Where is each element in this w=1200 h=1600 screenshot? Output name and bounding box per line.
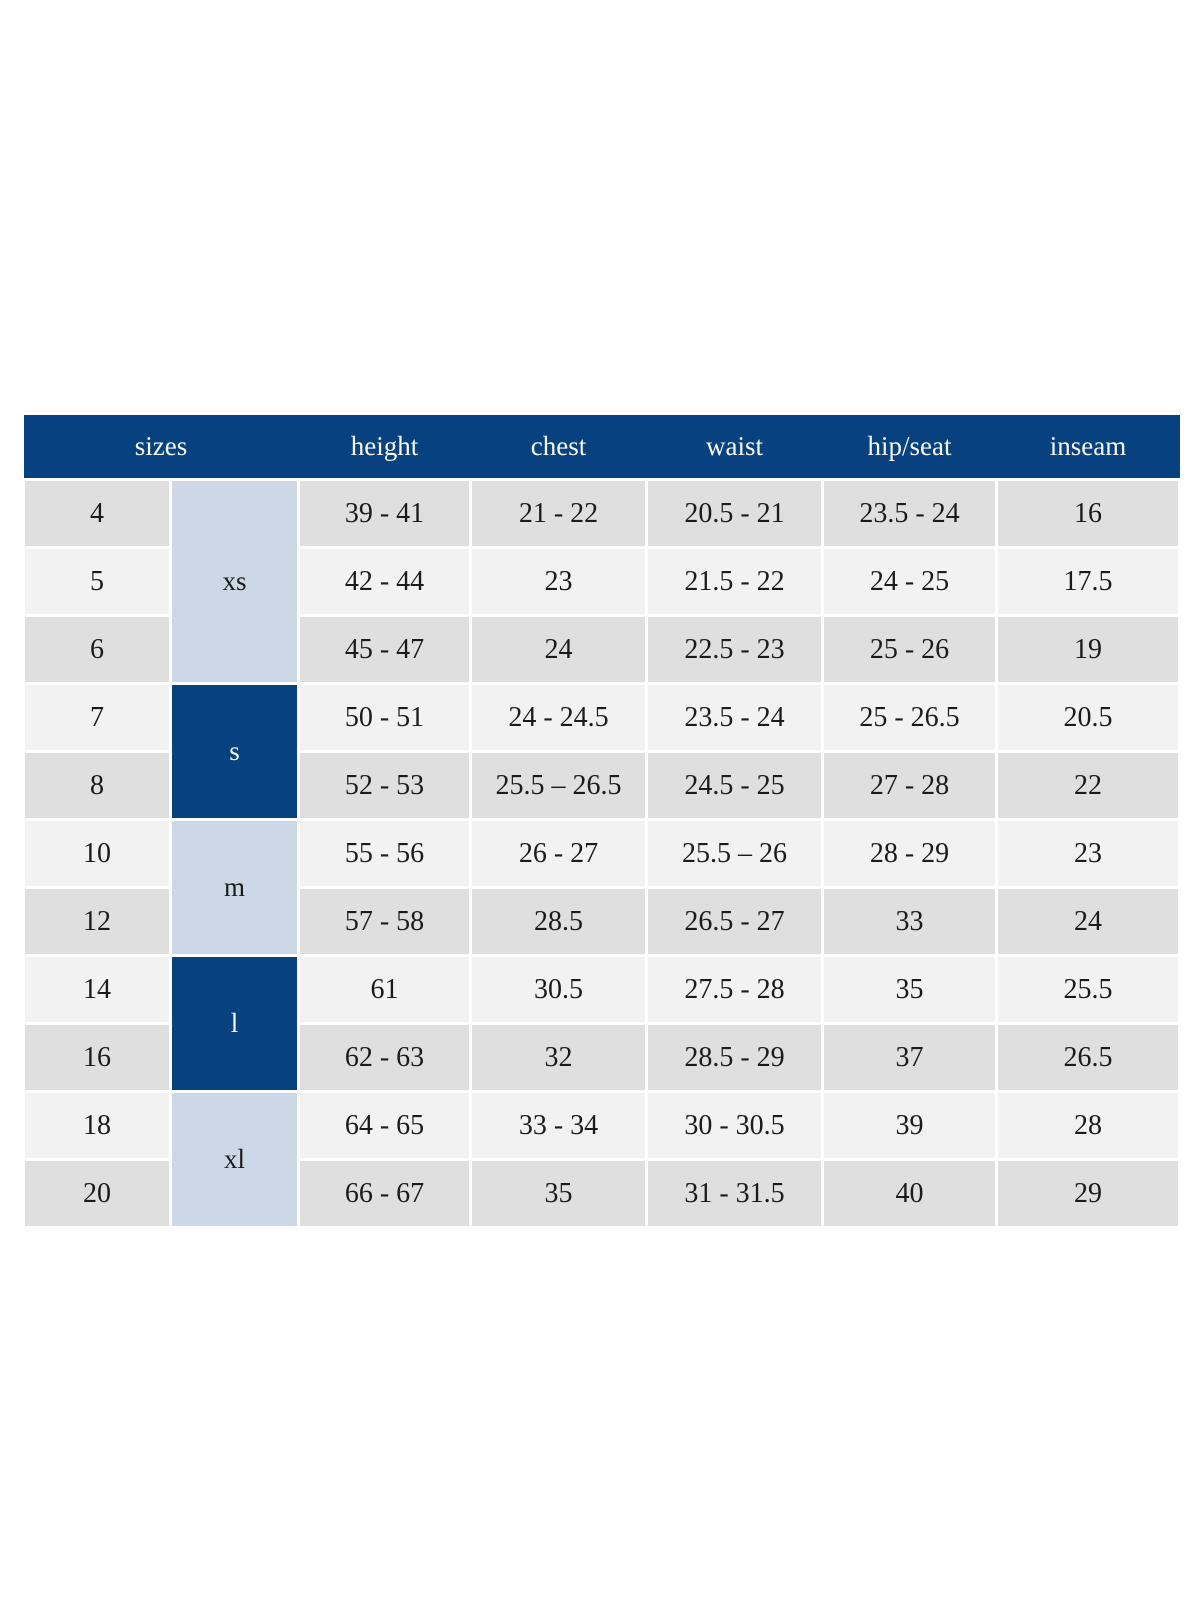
cell-waist: 22.5 - 23 [645, 614, 825, 685]
cell-size: 16 [22, 1022, 172, 1093]
cell-inseam: 22 [995, 750, 1182, 821]
cell-waist: 23.5 - 24 [645, 682, 825, 753]
cell-inseam: 23 [995, 818, 1182, 889]
cell-inseam: 25.5 [995, 954, 1182, 1025]
cell-size: 5 [22, 546, 172, 617]
cell-inseam: 20.5 [995, 682, 1182, 753]
cell-hip-seat: 24 - 25 [821, 546, 999, 617]
cell-hip-seat: 35 [821, 954, 999, 1025]
cell-height: 57 - 58 [297, 886, 473, 957]
table-row: 7 s 50 - 51 24 - 24.5 23.5 - 24 25 - 26.5 20.5 [22, 682, 1182, 821]
cell-waist: 30 - 30.5 [645, 1090, 825, 1161]
cell-chest: 32 [469, 1022, 649, 1093]
column-header-inseam: inseam [996, 415, 1180, 480]
cell-height: 52 - 53 [297, 750, 473, 821]
cell-chest: 30.5 [469, 954, 649, 1025]
cell-waist: 28.5 - 29 [645, 1022, 825, 1093]
table-body: 4 xs 39 - 41 21 - 22 20.5 - 21 23.5 - 24 16 5 42… [22, 478, 1182, 1229]
cell-inseam: 29 [995, 1158, 1182, 1229]
cell-size: 18 [22, 1090, 172, 1161]
cell-size: 8 [22, 750, 172, 821]
cell-hip-seat: 40 [821, 1158, 999, 1229]
cell-size: 6 [22, 614, 172, 685]
cell-height: 55 - 56 [297, 818, 473, 889]
cell-hip-seat: 25 - 26.5 [821, 682, 999, 753]
cell-hip-seat: 33 [821, 886, 999, 957]
cell-waist: 31 - 31.5 [645, 1158, 825, 1229]
column-header-chest: chest [470, 415, 647, 480]
table-row: 18 xl 64 - 65 33 - 34 30 - 30.5 39 28 [22, 1090, 1182, 1229]
table-row: 6 45 - 47 24 22.5 - 23 25 - 26 19 [22, 614, 1182, 685]
cell-chest: 33 - 34 [469, 1090, 649, 1161]
table-row: 14 l 61 30.5 27.5 - 28 35 25.5 [22, 954, 1182, 1093]
size-group-cell-m: m [168, 818, 301, 957]
cell-height: 42 - 44 [297, 546, 473, 617]
cell-inseam: 28 [995, 1090, 1182, 1161]
column-header-height: height [298, 415, 471, 480]
cell-size: 7 [22, 682, 172, 753]
cell-height: 61 [297, 954, 473, 1025]
cell-hip-seat: 23.5 - 24 [821, 478, 999, 549]
size-group-cell-l: l [168, 954, 301, 1093]
cell-waist: 24.5 - 25 [645, 750, 825, 821]
size-group-cell-s: s [168, 682, 301, 821]
cell-hip-seat: 27 - 28 [821, 750, 999, 821]
cell-chest: 24 - 24.5 [469, 682, 649, 753]
cell-height: 39 - 41 [297, 478, 473, 549]
cell-size: 4 [22, 478, 172, 549]
table-row: 4 xs 39 - 41 21 - 22 20.5 - 21 23.5 - 24 16 [22, 478, 1182, 685]
cell-chest: 35 [469, 1158, 649, 1229]
cell-size: 20 [22, 1158, 172, 1229]
cell-hip-seat: 37 [821, 1022, 999, 1093]
cell-inseam: 26.5 [995, 1022, 1182, 1093]
cell-waist: 21.5 - 22 [645, 546, 825, 617]
cell-chest: 21 - 22 [469, 478, 649, 549]
column-header-sizes: sizes [23, 415, 299, 480]
table-header: sizes height chest waist hip/seat inseam [23, 415, 1180, 480]
cell-size: 14 [22, 954, 172, 1025]
cell-height: 45 - 47 [297, 614, 473, 685]
size-table: sizes height chest waist hip/seat inseam 4 xs 3… [22, 415, 1182, 1229]
cell-chest: 26 - 27 [469, 818, 649, 889]
cell-height: 50 - 51 [297, 682, 473, 753]
cell-height: 64 - 65 [297, 1090, 473, 1161]
cell-inseam: 19 [995, 614, 1182, 685]
column-header-waist: waist [646, 415, 823, 480]
cell-waist: 27.5 - 28 [645, 954, 825, 1025]
cell-chest: 25.5 – 26.5 [469, 750, 649, 821]
cell-waist: 20.5 - 21 [645, 478, 825, 549]
table-row: 5 42 - 44 23 21.5 - 22 24 - 25 17.5 [22, 546, 1182, 617]
cell-waist: 26.5 - 27 [645, 886, 825, 957]
cell-inseam: 17.5 [995, 546, 1182, 617]
table-row: 20 66 - 67 35 31 - 31.5 40 29 [22, 1158, 1182, 1229]
table-row: 10 m 55 - 56 26 - 27 25.5 – 26 28 - 29 23 [22, 818, 1182, 957]
cell-hip-seat: 25 - 26 [821, 614, 999, 685]
cell-size: 10 [22, 818, 172, 889]
cell-chest: 28.5 [469, 886, 649, 957]
cell-size: 12 [22, 886, 172, 957]
cell-waist: 25.5 – 26 [645, 818, 825, 889]
cell-inseam: 24 [995, 886, 1182, 957]
size-group-cell-xl: xl [168, 1090, 301, 1229]
cell-hip-seat: 28 - 29 [821, 818, 999, 889]
cell-inseam: 16 [995, 478, 1182, 549]
table-row: 16 62 - 63 32 28.5 - 29 37 26.5 [22, 1022, 1182, 1093]
cell-hip-seat: 39 [821, 1090, 999, 1161]
cell-chest: 24 [469, 614, 649, 685]
header-row: sizes height chest waist hip/seat inseam [23, 415, 1180, 480]
table-row: 8 52 - 53 25.5 – 26.5 24.5 - 25 27 - 28 22 [22, 750, 1182, 821]
size-chart: sizes height chest waist hip/seat inseam 4 xs 3… [22, 415, 1182, 1229]
column-header-hip-seat: hip/seat [822, 415, 997, 480]
table-row: 12 57 - 58 28.5 26.5 - 27 33 24 [22, 886, 1182, 957]
size-group-cell-xs: xs [168, 478, 301, 685]
cell-height: 62 - 63 [297, 1022, 473, 1093]
cell-height: 66 - 67 [297, 1158, 473, 1229]
cell-chest: 23 [469, 546, 649, 617]
